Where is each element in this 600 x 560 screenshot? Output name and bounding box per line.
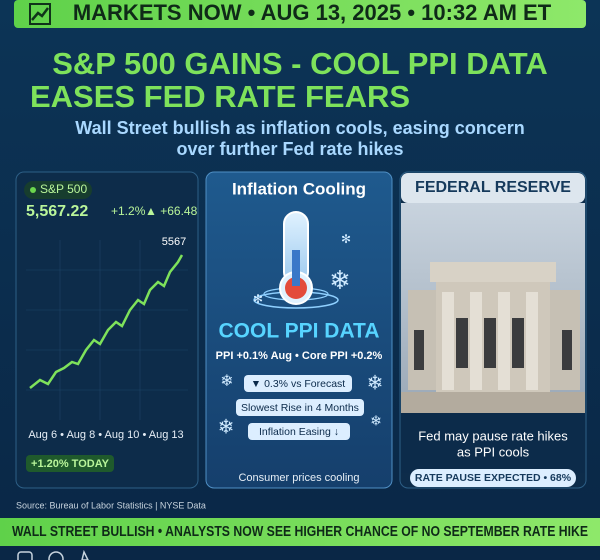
snowflakes-part: ❄ [218,416,235,438]
social-icons-part [17,551,33,560]
pill [236,399,364,416]
banner-icon-part [29,3,51,25]
pill [248,423,350,440]
fed-building-part [401,392,585,413]
snowflakes-part: ❄ [367,372,384,394]
social-icons-part [81,549,89,560]
pill-text: Slowest Rise in 4 Months [241,402,359,414]
fed-title: FEDERAL RESERVE [415,179,571,196]
pill [244,375,352,392]
sparkline [29,254,184,389]
pill-text: Inflation Easing ↓ [259,426,339,438]
fed-building-part-part [442,292,454,390]
thermometer-icon-part: ✻ [253,292,263,306]
thermometer-icon-part: ❄ [329,265,351,295]
fed-badge [410,469,576,487]
today-badge-text: +1.20% TODAY [31,458,110,470]
banner-text: MARKETS NOW • AUG 13, 2025 • 10:32 AM ET [73,0,552,25]
sp500-pill [24,181,92,199]
fed-building [401,203,585,473]
fed-building-part [401,413,585,473]
bullet [30,187,36,193]
snowflakes-part: ❄ [370,413,382,429]
fed-badge-text: RATE PAUSE EXPECTED • 68% [415,472,572,484]
fed-caption: as PPI cools [457,444,530,459]
thermometer-icon-part: ✻ [341,232,351,246]
inflation-headline: COOL PPI DATA [218,320,379,343]
sp500-change-pts: ▲ +66.48 [145,204,198,218]
thermometer-icon-part [285,277,307,299]
source: Source: Bureau of Labor Statistics | NYS… [16,500,206,510]
fed-header [401,173,585,203]
fed-building-part [442,292,538,390]
fed-building-part-part [470,292,482,390]
fed-building-part [430,262,556,282]
headline: S&P 500 GAINS - COOL PPI DATA [52,46,548,81]
fed-building-part-part [414,330,424,370]
sp500-dates: Aug 6 • Aug 8 • Aug 10 • Aug 13 [28,429,183,441]
today-badge [26,455,114,472]
ticker-bar [0,518,600,546]
social-icons-part [48,551,64,560]
chart-grid [26,240,188,420]
fed-building-part-part [456,318,468,368]
banner-icon-part [31,7,49,21]
headline: EASES FED RATE FEARS [30,79,410,114]
sp500-change-pct: +1.2% [111,204,146,218]
social-icons [17,549,89,560]
banner-icon [29,3,51,25]
subtitle: over further Fed rate hikes [176,139,403,159]
subtitle: Wall Street bullish as inflation cools, … [75,118,524,138]
thermometer-icon-part [292,250,300,286]
fed-building-part [414,318,572,370]
inflation-title: Inflation Cooling [232,179,366,198]
fed-building-part-part [512,318,524,368]
fed-building-part-part [562,330,572,370]
sp500-end-label: 5567 [162,236,186,248]
inflation-footer: Consumer prices cooling [238,472,359,484]
fed-building-part-part [526,292,538,390]
sp500-price: 5,567.22 [26,203,88,220]
thermometer-icon: ❄ ✻ ✻ [253,211,351,309]
pill-text: ▼ 0.3% vs Forecast [251,378,346,390]
top-banner [14,0,586,28]
fed-building-part-part [498,292,510,390]
fed-building-part-part [484,318,496,368]
snowflakes-part: ❄ [220,373,233,390]
sp500-label: S&P 500 [40,182,87,196]
snowflakes: ❄ ❄ ❄ ❄ [218,372,384,438]
fed-caption: Fed may pause rate hikes [418,428,568,443]
inflation-detail: PPI +0.1% Aug • Core PPI +0.2% [216,350,383,362]
ticker-text: WALL STREET BULLISH • ANALYSTS NOW SEE H… [12,523,588,540]
